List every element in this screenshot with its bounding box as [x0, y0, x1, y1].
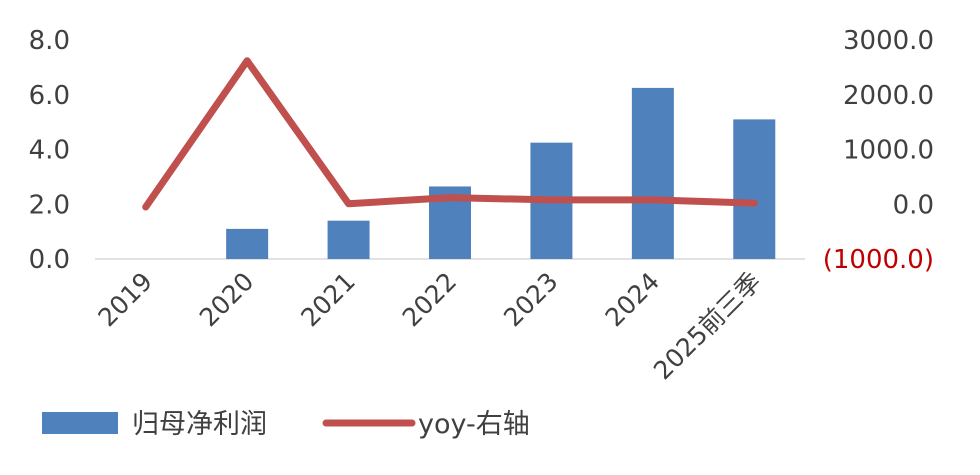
legend: 归母净利润 yoy-右轴 [42, 409, 530, 440]
category-label: 2023 [498, 267, 563, 332]
bar-series [226, 87, 776, 259]
right-tick-label: 1000.0 [843, 136, 934, 166]
right-tick-label: (1000.0) [823, 245, 934, 275]
line-series [142, 57, 758, 211]
bar [226, 228, 269, 259]
right-tick-label: 2000.0 [843, 81, 934, 111]
right-tick-label: 3000.0 [843, 26, 934, 56]
category-label: 2025前三季 [648, 267, 767, 386]
bar [631, 87, 674, 259]
category-label: 2024 [600, 267, 665, 332]
legend-line-label: yoy-右轴 [418, 409, 530, 440]
bar [733, 119, 776, 259]
right-axis-ticks: 3000.0 2000.0 1000.0 0.0 (1000.0) [823, 26, 934, 275]
left-tick-label: 2.0 [29, 190, 70, 220]
left-tick-label: 0.0 [29, 245, 70, 275]
left-axis-ticks: 8.0 6.0 4.0 2.0 0.0 [29, 26, 70, 275]
category-label: 2022 [397, 267, 462, 332]
right-tick-label: 0.0 [893, 190, 934, 220]
category-label: 2021 [295, 267, 360, 332]
left-tick-label: 8.0 [29, 26, 70, 56]
legend-bar-swatch [42, 412, 118, 434]
bar [327, 220, 370, 259]
category-label: 2019 [92, 267, 157, 332]
category-label: 2020 [194, 267, 259, 332]
left-tick-label: 6.0 [29, 81, 70, 111]
legend-bar-label: 归母净利润 [132, 409, 267, 440]
left-tick-label: 4.0 [29, 136, 70, 166]
